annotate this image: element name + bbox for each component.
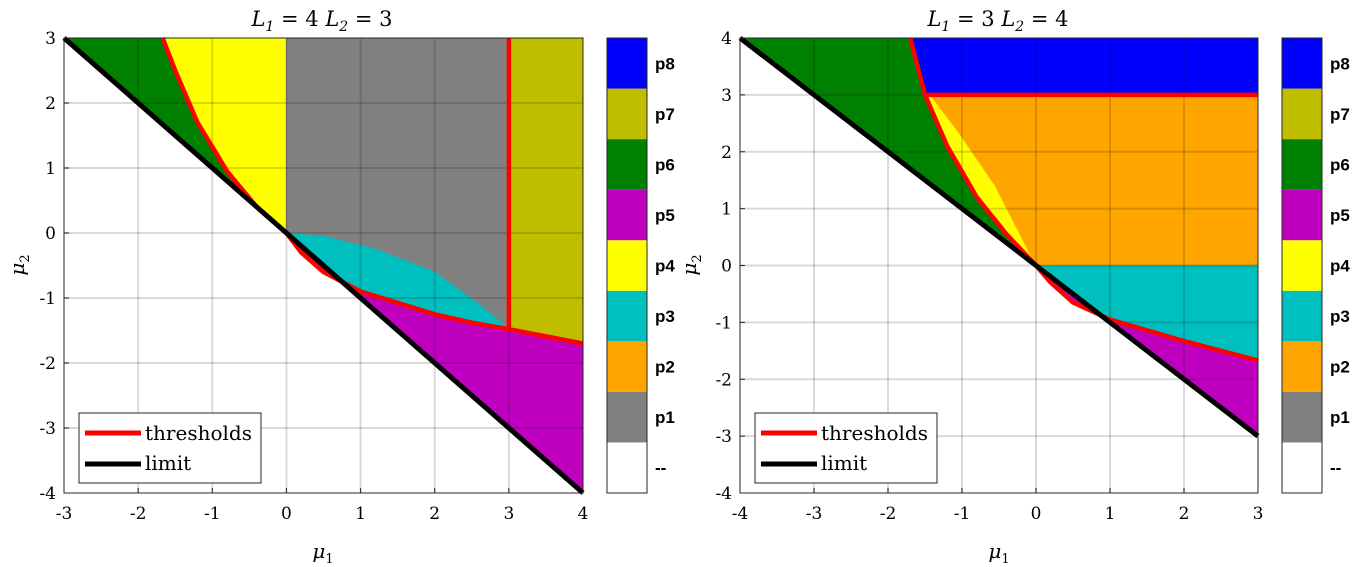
legend: thresholds limit — [754, 412, 938, 484]
legend-box — [78, 412, 262, 484]
y-tick-label: 0 — [45, 224, 56, 244]
colorbar-label: p6 — [655, 155, 675, 174]
x-tick-label: -3 — [56, 504, 73, 524]
x-axis-label: μ1 — [988, 539, 1009, 567]
x-tick-label: 3 — [503, 504, 514, 524]
chart-title: L1 = 3 L2 = 4 — [926, 7, 1068, 35]
colorbar-swatch-p6 — [1282, 139, 1322, 190]
colorbar-label: p7 — [655, 105, 675, 124]
y-tick-label: 3 — [721, 86, 732, 106]
colorbar-swatch-p8 — [1282, 38, 1322, 89]
x-tick-label: 3 — [1253, 504, 1264, 524]
colorbar-swatch-p7 — [1282, 88, 1322, 140]
x-tick-label: -3 — [806, 504, 823, 524]
colorbar-swatch-none — [1282, 442, 1322, 493]
colorbar-swatch-p6 — [607, 139, 647, 190]
y-tick-label: 0 — [721, 257, 732, 277]
y-tick-label: -1 — [715, 313, 732, 333]
colorbar-swatch-none — [607, 442, 647, 493]
colorbar-frame — [606, 37, 648, 494]
chart-title: L1 = 4 L2 = 3 — [250, 7, 392, 35]
colorbar-swatch-p1 — [1282, 391, 1322, 443]
legend-limit-label: limit — [145, 451, 191, 475]
y-tick-label: -4 — [715, 484, 732, 504]
x-axis-label: μ1 — [312, 539, 333, 567]
colorbar-label: p3 — [1330, 307, 1350, 326]
threshold-line — [160, 37, 584, 346]
y-tick-label: 2 — [721, 143, 732, 163]
colorbar-label: p7 — [1330, 105, 1350, 124]
y-tick-label: 1 — [721, 200, 732, 220]
colorbar-label: p2 — [1330, 358, 1350, 377]
right-chart: L1 = 3 L2 = 4 -4 -3 -2 -1 0 1 2 3 -4 -3 -2 -1 0 1 2 3 4… — [677, 7, 1350, 567]
y-tick-label: 3 — [45, 29, 56, 49]
colorbar-label: p4 — [1330, 257, 1350, 276]
y-axis-label: μ2 — [677, 254, 705, 275]
colorbar-label: -- — [1330, 459, 1341, 478]
limit-line — [62, 36, 585, 495]
legend: thresholds limit — [78, 412, 262, 484]
x-tick-label: -4 — [732, 504, 749, 524]
x-tick-label: 1 — [355, 504, 366, 524]
colorbar: -- p1 p2 p3 p4 p5 p6 p7 p8 — [1281, 37, 1350, 494]
colorbar-swatch-p5 — [1282, 189, 1322, 241]
colorbar: -- p1 p2 p3 p4 p5 p6 p7 p8 — [606, 37, 675, 494]
colorbar-swatch-p5 — [607, 189, 647, 241]
x-tick-label: -2 — [130, 504, 147, 524]
colorbar-swatch-p7 — [607, 88, 647, 140]
colorbar-label: p8 — [1330, 54, 1350, 73]
colorbar-label: p4 — [655, 257, 675, 276]
x-tick-label: 1 — [1105, 504, 1116, 524]
legend-thresholds-label: thresholds — [821, 421, 928, 445]
colorbar-label: p3 — [655, 307, 675, 326]
colorbar-label: p5 — [655, 206, 675, 225]
colorbar-swatch-p3 — [607, 290, 647, 342]
x-tick-label: 0 — [1031, 504, 1042, 524]
colorbar-label: p8 — [655, 54, 675, 73]
y-tick-label: -2 — [715, 370, 732, 390]
x-tick-label: 2 — [1179, 504, 1190, 524]
colorbar-label: -- — [655, 459, 666, 478]
legend-limit-label: limit — [821, 451, 867, 475]
x-tick-label: 4 — [578, 504, 589, 524]
colorbar-label: p2 — [655, 358, 675, 377]
y-tick-label: 4 — [721, 29, 732, 49]
legend-box — [754, 412, 938, 484]
legend-thresholds-label: thresholds — [145, 421, 252, 445]
y-tick-label: -2 — [39, 354, 56, 374]
x-tick-label: -2 — [880, 504, 897, 524]
x-tick-label: 2 — [429, 504, 440, 524]
colorbar-swatch-p2 — [607, 341, 647, 392]
y-tick-label: -3 — [715, 427, 732, 447]
colorbar-swatch-p3 — [1282, 290, 1322, 342]
colorbar-label: p5 — [1330, 206, 1350, 225]
x-tick-label: -1 — [954, 504, 971, 524]
y-tick-label: 1 — [45, 159, 56, 179]
plot-frame — [63, 37, 584, 494]
y-tick-label: -3 — [39, 419, 56, 439]
x-tick-label: -1 — [204, 504, 221, 524]
y-tick-label: 2 — [45, 94, 56, 114]
colorbar-swatch-p8 — [607, 38, 647, 89]
colorbar-swatch-p2 — [1282, 341, 1322, 392]
colorbar-label: p6 — [1330, 155, 1350, 174]
y-tick-label: -4 — [39, 484, 56, 504]
colorbar-frame — [1281, 37, 1323, 494]
x-tick-label: 0 — [281, 504, 292, 524]
y-axis-label: μ2 — [5, 254, 33, 275]
colorbar-label: p1 — [655, 408, 675, 427]
colorbar-swatch-p1 — [607, 391, 647, 443]
colorbar-swatch-p4 — [607, 240, 647, 291]
y-tick-label: -1 — [39, 289, 56, 309]
colorbar-label: p1 — [1330, 408, 1350, 427]
limit-line — [738, 36, 1260, 439]
colorbar-swatch-p4 — [1282, 240, 1322, 291]
